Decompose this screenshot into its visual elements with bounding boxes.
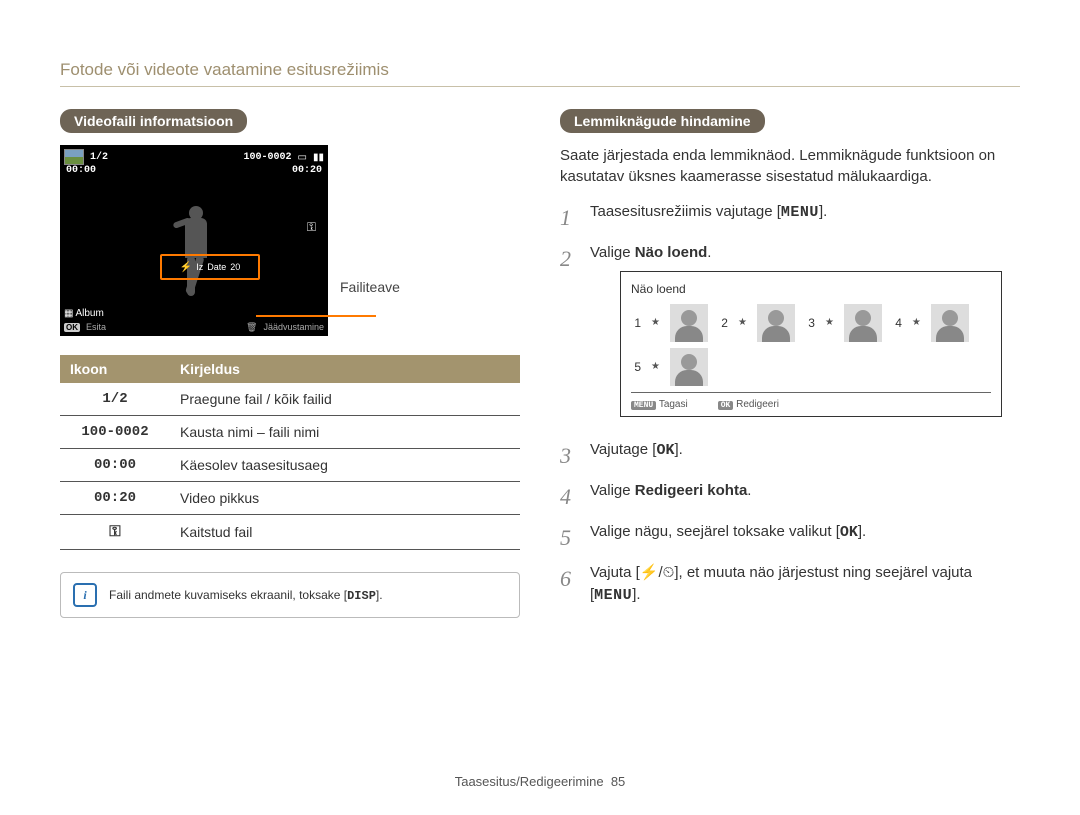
overlay-num: 20 xyxy=(230,262,240,272)
step-6: Vajuta [⚡/⏲], et muuta näo järjestust ni… xyxy=(560,562,1020,608)
note-icon: i xyxy=(73,583,97,607)
desc-cell: Praegune fail / kõik failid xyxy=(170,383,520,416)
flash-icon: ⚡ xyxy=(180,262,192,273)
face-thumb xyxy=(757,304,795,342)
camera-preview: 1/2 100-0002 ▭ ▮▮ 00:00 00:20 xyxy=(60,145,328,336)
face-list-screen: Näo loend 1 ★ 2 ★ 3 ★ 4 ★ 5 ★ MENU Tagasi xyxy=(620,271,1002,417)
desc-cell: Kausta nimi – faili nimi xyxy=(170,416,520,449)
table-row: ⚿ Kaitstud fail xyxy=(60,515,520,550)
face-number: 3 xyxy=(805,314,815,332)
thumbnail-icon xyxy=(64,149,84,165)
face-number: 4 xyxy=(892,314,902,332)
timer-icon: ⏲ xyxy=(663,564,675,581)
overlay-date: Date xyxy=(207,262,226,272)
th-icon: Ikoon xyxy=(60,355,170,383)
edit-label: Redigeeri xyxy=(736,399,779,410)
dancer-silhouette-icon xyxy=(169,206,219,296)
desc-cell: Käesolev taasesitusaeg xyxy=(170,449,520,482)
steps-list: Taasesitusrežiimis vajutage [MENU]. Vali… xyxy=(560,201,1020,608)
time-total: 00:20 xyxy=(292,165,322,176)
icon-description-table: Ikoon Kirjeldus 1/2 Praegune fail / kõik… xyxy=(60,355,520,550)
face-thumb xyxy=(670,304,708,342)
page-footer: Taasesitus/Redigeerimine 85 xyxy=(0,774,1080,789)
left-column: Videofaili informatsioon 1/2 100-0002 ▭ … xyxy=(60,109,520,618)
table-row: 00:20 Video pikkus xyxy=(60,482,520,515)
right-heading: Lemmiknägude hindamine xyxy=(560,109,765,133)
icon-cell: 00:00 xyxy=(60,449,170,482)
menu-label: MENU xyxy=(781,204,819,221)
ok-label: OK xyxy=(656,442,674,459)
capture-label: Jäädvustamine xyxy=(263,322,324,332)
ok-badge-icon: OK xyxy=(64,323,80,332)
table-row: 100-0002 Kausta nimi – faili nimi xyxy=(60,416,520,449)
file-id: 100-0002 xyxy=(244,152,292,163)
face-number: 5 xyxy=(631,358,641,376)
face-number: 1 xyxy=(631,314,641,332)
face-number: 2 xyxy=(718,314,728,332)
table-row: 00:00 Käesolev taasesitusaeg xyxy=(60,449,520,482)
face-list-title: Näo loend xyxy=(631,280,991,298)
step-5: Valige nägu, seejärel toksake valikut [O… xyxy=(560,521,1020,554)
left-heading: Videofaili informatsioon xyxy=(60,109,247,133)
face-thumb xyxy=(844,304,882,342)
icon-cell: 00:20 xyxy=(60,482,170,515)
flash-icon: ⚡ xyxy=(640,564,659,581)
star-icon: ★ xyxy=(912,315,921,330)
album-label: Album xyxy=(75,308,103,319)
page-title: Fotode või videote vaatamine esitusrežii… xyxy=(60,60,1020,87)
face-thumb xyxy=(670,348,708,386)
info-overlay: ⚡ Iz Date 20 xyxy=(160,254,260,280)
file-counter: 1/2 xyxy=(90,152,108,163)
icon-cell: 100-0002 xyxy=(60,416,170,449)
callout-line xyxy=(256,315,376,317)
step-3: Vajutage [OK]. xyxy=(560,439,1020,472)
card-icon: ▭ xyxy=(298,152,307,163)
note-text: Faili andmete kuvamiseks ekraanil, toksa… xyxy=(109,588,383,603)
step-2: Valige Näo loend. Näo loend 1★ 2★ 3★ 4★ … xyxy=(560,242,1020,431)
step-1: Taasesitusrežiimis vajutage [MENU]. xyxy=(560,201,1020,234)
desc-cell: Kaitstud fail xyxy=(170,515,520,550)
callout-label: Failiteave xyxy=(340,279,400,295)
icon-cell: ⚿ xyxy=(60,515,170,550)
icon-cell: 1/2 xyxy=(60,383,170,416)
menu-label: MENU xyxy=(594,587,632,604)
trash-icon: 🗑 xyxy=(246,322,257,333)
lock-icon: ⚿ xyxy=(307,220,316,235)
star-icon: ★ xyxy=(651,315,660,330)
ok-badge-icon: OK xyxy=(718,401,734,410)
back-label: Tagasi xyxy=(659,399,688,410)
play-label: Esita xyxy=(86,322,106,332)
menu-badge-icon: MENU xyxy=(631,401,656,410)
star-icon: ★ xyxy=(651,359,660,374)
note-box: i Faili andmete kuvamiseks ekraanil, tok… xyxy=(60,572,520,618)
battery-icon: ▮▮ xyxy=(313,152,324,163)
camera-preview-wrap: 1/2 100-0002 ▭ ▮▮ 00:00 00:20 xyxy=(60,145,520,355)
star-icon: ★ xyxy=(825,315,834,330)
th-desc: Kirjeldus xyxy=(170,355,520,383)
star-icon: ★ xyxy=(738,315,747,330)
grid-icon: ▦ xyxy=(64,308,73,319)
time-elapsed: 00:00 xyxy=(66,165,96,176)
table-row: 1/2 Praegune fail / kõik failid xyxy=(60,383,520,416)
intro-paragraph: Saate järjestada enda lemmiknäod. Lemmik… xyxy=(560,145,1020,187)
right-column: Lemmiknägude hindamine Saate järjestada … xyxy=(560,109,1020,618)
desc-cell: Video pikkus xyxy=(170,482,520,515)
key-icon: ⚿ xyxy=(109,524,120,541)
ok-label: OK xyxy=(840,524,858,541)
overlay-iso: Iz xyxy=(196,262,203,272)
step-4: Valige Redigeeri kohta. xyxy=(560,480,1020,513)
face-thumb xyxy=(931,304,969,342)
